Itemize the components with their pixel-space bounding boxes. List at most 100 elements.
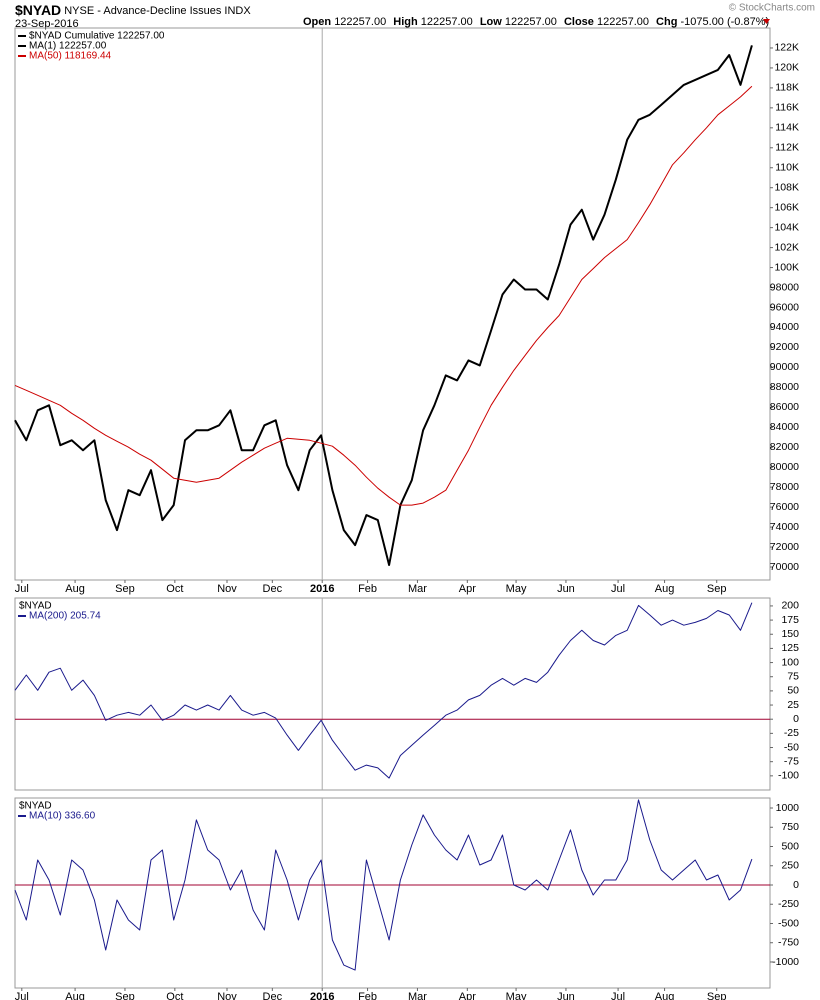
y-tick-label: -750 <box>778 937 799 949</box>
y-tick-label: 50 <box>787 685 799 697</box>
x-tick-label: Nov <box>217 991 237 1000</box>
x-tick-label: May <box>506 991 527 1000</box>
y-tick-label: 200 <box>781 600 799 612</box>
y-tick-label: 70000 <box>770 561 799 573</box>
panel-frame <box>14 597 771 791</box>
legend-label: MA(10) 336.60 <box>29 811 96 822</box>
x-tick-label: Nov <box>217 583 237 595</box>
x-tick-label: Feb <box>358 991 377 1000</box>
y-tick-label: 122K <box>774 42 799 54</box>
down-arrow <box>763 19 770 24</box>
y-tick-label: 0 <box>793 713 799 725</box>
legend-label: MA(1) 122257.00 <box>29 41 107 52</box>
panel-frame <box>14 797 771 989</box>
x-tick-label: Sep <box>115 583 135 595</box>
x-tick-label: Mar <box>408 991 427 1000</box>
x-tick-label: Sep <box>115 991 135 1000</box>
x-tick-label: Jun <box>557 991 575 1000</box>
y-tick-label: 250 <box>781 860 799 872</box>
quote-value: -1075.00 (-0.87%) <box>681 16 770 28</box>
y-tick-label: 106K <box>774 201 799 213</box>
x-tick-label: Jun <box>557 583 575 595</box>
y-tick-label: 750 <box>781 821 799 833</box>
y-tick-label: -500 <box>778 917 799 929</box>
y-tick-label: 84000 <box>770 421 799 433</box>
x-tick-label: Apr <box>459 583 476 595</box>
x-tick-label: 2016 <box>310 991 334 1000</box>
panel-label: $NYAD Cumulative 122257.00 <box>29 31 165 42</box>
y-tick-label: -1000 <box>772 956 799 968</box>
description: NYSE - Advance-Decline Issues INDX <box>64 5 251 17</box>
x-tick-label: Mar <box>408 583 427 595</box>
y-tick-label: 88000 <box>770 381 799 393</box>
x-tick-label: Oct <box>166 991 183 1000</box>
y-tick-label: 102K <box>774 241 799 253</box>
y-tick-label: 175 <box>781 614 799 626</box>
y-tick-label: 80000 <box>770 461 799 473</box>
y-tick-label: 86000 <box>770 401 799 413</box>
y-tick-label: -25 <box>784 727 799 739</box>
x-tick-label: Sep <box>707 991 727 1000</box>
y-tick-label: -250 <box>778 898 799 910</box>
legend-label: MA(200) 205.74 <box>29 611 101 622</box>
series-line <box>14 45 753 566</box>
x-tick-label: Aug <box>655 583 675 595</box>
y-tick-label: -100 <box>778 770 799 782</box>
x-tick-label: Feb <box>358 583 377 595</box>
y-tick-label: 96000 <box>770 301 799 313</box>
panel-frame <box>14 27 771 581</box>
x-tick-label: Jul <box>611 991 625 1000</box>
y-tick-label: 74000 <box>770 521 799 533</box>
y-tick-label: 92000 <box>770 341 799 353</box>
y-tick-label: 150 <box>781 628 799 640</box>
y-tick-label: 25 <box>787 699 799 711</box>
y-tick-label: 110K <box>775 162 799 174</box>
y-tick-label: 94000 <box>770 321 799 333</box>
x-tick-label: Aug <box>65 583 85 595</box>
panel-label: $NYAD <box>19 601 52 612</box>
quote-value: 122257.00 <box>505 16 557 28</box>
y-tick-label: 90000 <box>770 361 799 373</box>
symbol: $NYAD <box>15 2 61 18</box>
x-tick-label: Jul <box>15 583 29 595</box>
y-tick-label: 500 <box>781 840 799 852</box>
x-tick-label: Oct <box>166 583 183 595</box>
y-tick-label: 100K <box>774 261 799 273</box>
y-tick-label: 78000 <box>770 481 799 493</box>
x-tick-label: Dec <box>263 583 283 595</box>
y-tick-label: 114K <box>775 122 799 134</box>
legend-label: MA(50) 118169.44 <box>29 51 112 62</box>
y-tick-label: -75 <box>784 755 799 767</box>
series-line <box>14 602 753 779</box>
y-tick-label: 0 <box>793 879 799 891</box>
quote-label: Chg <box>656 16 677 28</box>
y-tick-label: 120K <box>774 62 799 74</box>
y-tick-label: 116K <box>775 102 799 114</box>
x-tick-label: Apr <box>459 991 476 1000</box>
x-tick-label: Jul <box>15 991 29 1000</box>
y-tick-label: 108K <box>774 181 799 193</box>
y-tick-label: 72000 <box>770 541 799 553</box>
y-tick-label: 125 <box>781 642 799 654</box>
y-tick-label: 118K <box>775 82 799 94</box>
series-line <box>14 85 753 506</box>
x-tick-label: Aug <box>655 991 675 1000</box>
x-tick-label: May <box>506 583 527 595</box>
y-tick-label: 82000 <box>770 441 799 453</box>
copyright: © StockCharts.com <box>729 3 815 14</box>
y-tick-label: 104K <box>774 221 799 233</box>
y-tick-label: 75 <box>787 671 799 683</box>
y-tick-label: 76000 <box>770 501 799 513</box>
quote-label: Low <box>480 16 502 28</box>
chart-header: $NYAD NYSE - Advance-Decline Issues INDX <box>15 2 251 18</box>
series-line <box>14 799 753 971</box>
quote-label: Close <box>564 16 594 28</box>
x-tick-label: Sep <box>707 583 727 595</box>
quote-label: High <box>393 16 418 28</box>
quote-value: 122257.00 <box>421 16 473 28</box>
y-tick-label: -50 <box>784 741 799 753</box>
x-tick-label: Dec <box>263 991 283 1000</box>
x-tick-label: 2016 <box>310 583 334 595</box>
y-tick-label: 98000 <box>770 281 799 293</box>
